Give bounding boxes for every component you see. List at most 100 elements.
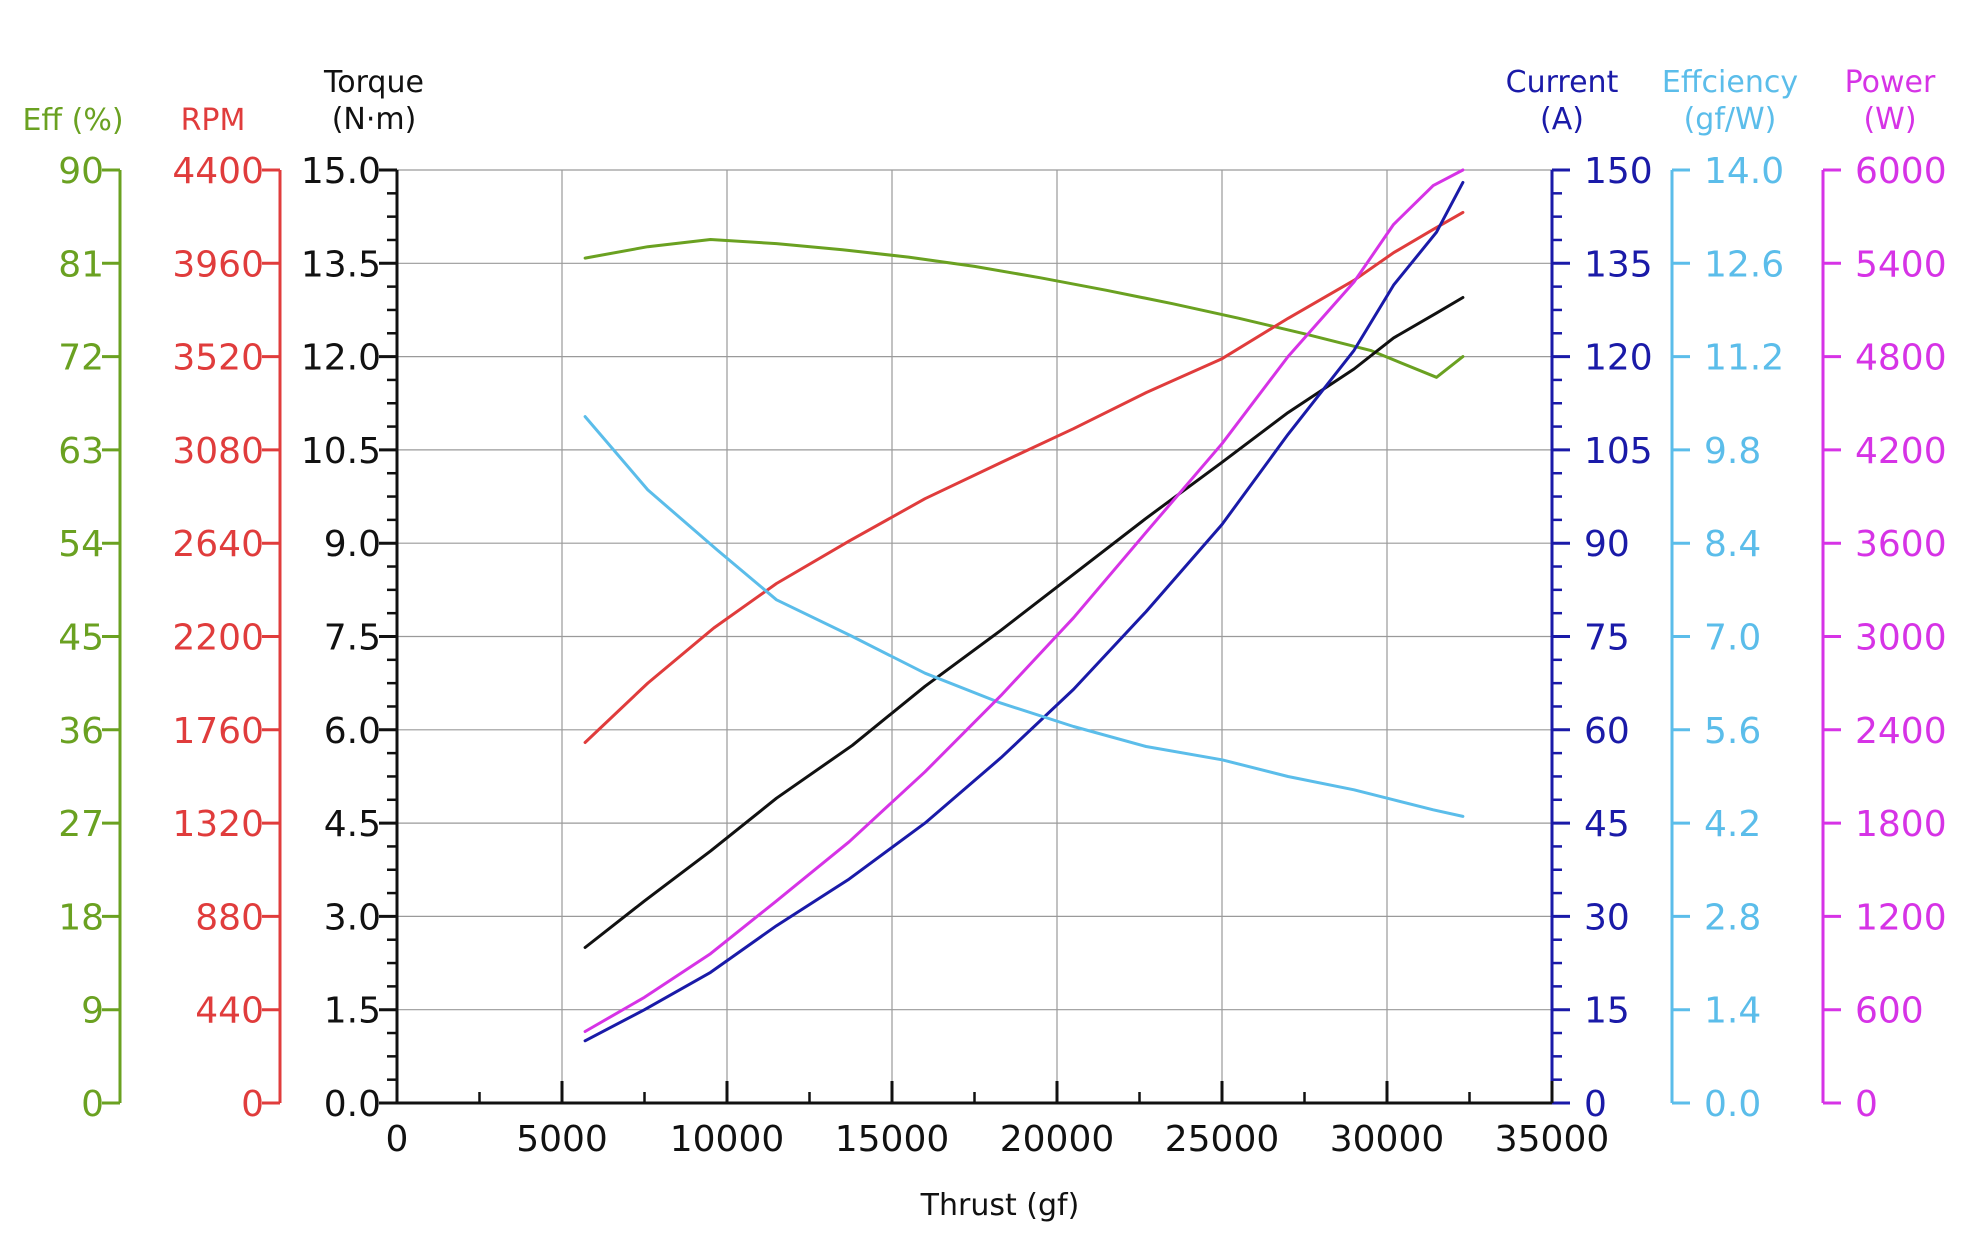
y-tick-label-torque: 4.5 <box>324 804 381 845</box>
series-lines <box>583 168 1465 1043</box>
y-tick-label-efficiency: 7.0 <box>1704 618 1761 659</box>
series-line-current <box>583 180 1465 1043</box>
y-tick-label-eff: 9 <box>81 991 104 1032</box>
y-tick-label-current: 120 <box>1584 338 1653 379</box>
y-axis-title-power: Power <box>1845 65 1936 100</box>
y-tick-label-power: 0 <box>1855 1084 1878 1125</box>
grid <box>397 169 1552 1103</box>
y-tick-label-power: 5400 <box>1855 244 1947 285</box>
y-axis-title-rpm: RPM <box>181 103 246 138</box>
y-tick-label-current: 75 <box>1584 618 1630 659</box>
y-tick-label-eff: 72 <box>58 338 104 379</box>
x-tick-label: 0 <box>386 1119 409 1160</box>
y-tick-label-rpm: 1320 <box>172 804 264 845</box>
y-tick-label-current: 90 <box>1584 524 1630 565</box>
y-tick-label-torque: 12.0 <box>301 338 381 379</box>
x-tick-label: 10000 <box>670 1119 785 1160</box>
y-tick-label-power: 1200 <box>1855 897 1947 938</box>
y-tick-label-power: 3600 <box>1855 524 1947 565</box>
series-line-torque <box>583 296 1465 949</box>
x-axis: 0 5000 10000 15000 20000 25000 30000 35000 <box>386 1081 1610 1160</box>
y-axis-title-torque: (N·m) <box>332 102 417 137</box>
y-tick-label-rpm: 4400 <box>172 151 264 192</box>
y-tick-label-eff: 63 <box>58 431 104 472</box>
y-axis-title-efficiency: (gf/W) <box>1684 102 1777 137</box>
y-tick-label-rpm: 3520 <box>172 338 264 379</box>
y-tick-label-current: 15 <box>1584 991 1630 1032</box>
y-tick-label-eff: 36 <box>58 711 104 752</box>
y-tick-label-efficiency: 2.8 <box>1704 897 1761 938</box>
x-tick-label: 35000 <box>1495 1119 1610 1160</box>
y-tick-label-torque: 10.5 <box>301 431 381 472</box>
y-axis-title-torque: Torque <box>323 65 424 100</box>
y-axis-current: 0 15 30 45 60 75 90 105 120 135 150 Current(A) <box>1506 65 1653 1125</box>
y-tick-label-eff: 90 <box>58 151 104 192</box>
x-tick-label: 25000 <box>1165 1119 1280 1160</box>
y-tick-label-efficiency: 5.6 <box>1704 711 1761 752</box>
y-tick-label-power: 6000 <box>1855 151 1947 192</box>
y-axis-title-efficiency: Effciency <box>1662 65 1798 100</box>
y-axes: 0 9 18 27 36 45 54 63 72 81 90 Eff (%) 0 440 880 1320 17… <box>22 65 1946 1125</box>
y-tick-label-eff: 27 <box>58 804 104 845</box>
x-axis-title: Thrust (gf) <box>920 1188 1080 1223</box>
y-tick-label-power: 1800 <box>1855 804 1947 845</box>
y-tick-label-current: 45 <box>1584 804 1630 845</box>
series-line-efficiency <box>583 415 1465 818</box>
y-tick-label-current: 105 <box>1584 431 1653 472</box>
y-tick-label-power: 4200 <box>1855 431 1947 472</box>
y-axis-efficiency: 0.0 1.4 2.8 4.2 5.6 7.0 8.4 9.8 11.2 12.6 14.0 Effc… <box>1662 65 1798 1125</box>
y-tick-label-rpm: 2640 <box>172 524 264 565</box>
y-tick-label-rpm: 0 <box>241 1084 264 1125</box>
y-tick-label-efficiency: 1.4 <box>1704 991 1761 1032</box>
series-line-eff <box>583 238 1465 379</box>
y-axis-eff: 0 9 18 27 36 45 54 63 72 81 90 Eff (%) <box>22 103 123 1125</box>
y-tick-label-eff: 81 <box>58 244 104 285</box>
y-axis-title-current: (A) <box>1540 102 1584 137</box>
y-tick-label-efficiency: 14.0 <box>1704 151 1784 192</box>
y-tick-label-efficiency: 8.4 <box>1704 524 1761 565</box>
y-tick-label-current: 135 <box>1584 244 1653 285</box>
x-tick-label: 20000 <box>1000 1119 1115 1160</box>
y-tick-label-rpm: 2200 <box>172 618 264 659</box>
y-tick-label-torque: 15.0 <box>301 151 381 192</box>
y-tick-label-torque: 6.0 <box>324 711 381 752</box>
y-tick-label-current: 60 <box>1584 711 1630 752</box>
y-tick-label-rpm: 1760 <box>172 711 264 752</box>
y-tick-label-power: 600 <box>1855 991 1924 1032</box>
y-tick-label-eff: 18 <box>58 897 104 938</box>
y-tick-label-power: 3000 <box>1855 618 1947 659</box>
y-tick-label-rpm: 3960 <box>172 244 264 285</box>
y-tick-label-eff: 0 <box>81 1084 104 1125</box>
x-tick-label: 15000 <box>835 1119 950 1160</box>
y-tick-label-eff: 54 <box>58 524 104 565</box>
y-tick-label-rpm: 440 <box>195 991 264 1032</box>
y-tick-label-efficiency: 9.8 <box>1704 431 1761 472</box>
y-tick-label-torque: 0.0 <box>324 1084 381 1125</box>
y-tick-label-efficiency: 4.2 <box>1704 804 1761 845</box>
y-tick-label-current: 30 <box>1584 897 1630 938</box>
y-tick-label-torque: 9.0 <box>324 524 381 565</box>
y-axis-rpm: 0 440 880 1320 1760 2200 2640 3080 3520 3960 4400 R… <box>172 103 282 1125</box>
y-axis-title-eff: Eff (%) <box>22 103 123 138</box>
y-tick-label-torque: 3.0 <box>324 897 381 938</box>
y-tick-label-power: 2400 <box>1855 711 1947 752</box>
y-axis-power: 0 600 1200 1800 2400 3000 3600 4200 4800 5400 6000… <box>1821 65 1947 1125</box>
y-axis-title-current: Current <box>1506 65 1619 100</box>
series-line-power <box>583 168 1465 1033</box>
y-tick-label-torque: 13.5 <box>301 244 381 285</box>
y-axis-title-power: (W) <box>1863 102 1916 137</box>
series-line-rpm <box>583 210 1465 744</box>
y-tick-label-torque: 7.5 <box>324 618 381 659</box>
x-tick-label: 30000 <box>1330 1119 1445 1160</box>
y-tick-label-efficiency: 0.0 <box>1704 1084 1761 1125</box>
y-tick-label-current: 150 <box>1584 151 1653 192</box>
y-tick-label-efficiency: 12.6 <box>1704 244 1784 285</box>
y-tick-label-rpm: 3080 <box>172 431 264 472</box>
y-tick-label-current: 0 <box>1584 1084 1607 1125</box>
y-tick-label-power: 4800 <box>1855 338 1947 379</box>
x-tick-label: 5000 <box>516 1119 608 1160</box>
y-tick-label-eff: 45 <box>58 618 104 659</box>
y-tick-label-efficiency: 11.2 <box>1704 338 1784 379</box>
y-axis-torque: 0.0 1.5 3.0 4.5 6.0 7.5 9.0 10.5 12.0 13.5 15.0 Tor… <box>301 65 424 1125</box>
